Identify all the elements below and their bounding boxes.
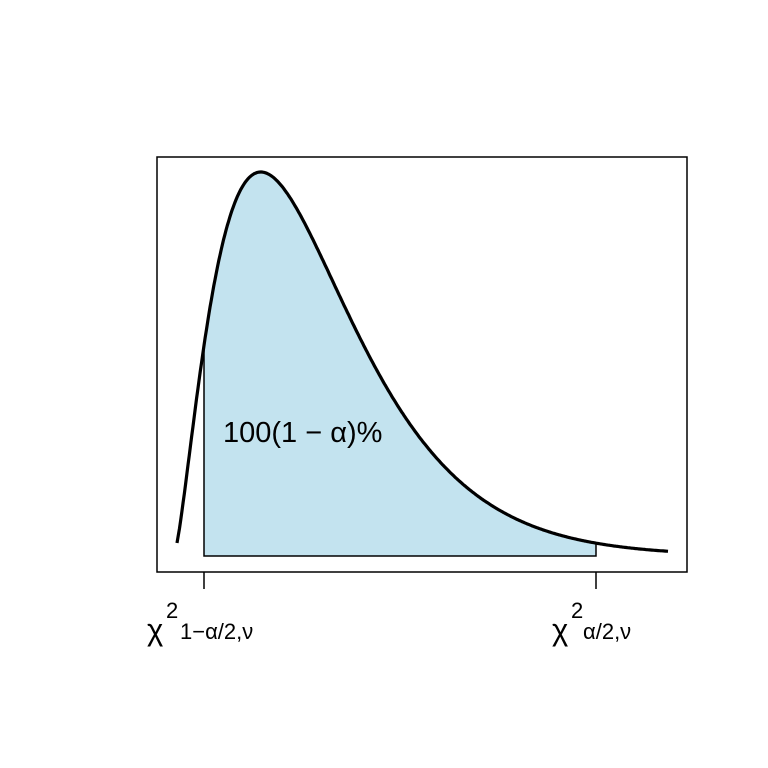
tick-lower-symbol: χ: [147, 612, 163, 647]
tick-lower-superscript: 2: [166, 598, 178, 623]
plot-frame: [156, 156, 688, 573]
density-curve: [175, 170, 669, 553]
tick-lower-subscript: 1−α/2,ν: [180, 619, 253, 644]
tick-upper-superscript: 2: [571, 598, 583, 623]
shaded-region-label: 100(1 − α)%: [223, 417, 382, 449]
tick-upper-symbol: χ: [552, 612, 568, 647]
x-tick-label-lower: χ 2 1−α/2,ν: [147, 598, 253, 647]
x-tick-label-upper: χ 2 α/2,ν: [552, 598, 631, 647]
tick-upper-subscript: α/2,ν: [583, 619, 631, 644]
